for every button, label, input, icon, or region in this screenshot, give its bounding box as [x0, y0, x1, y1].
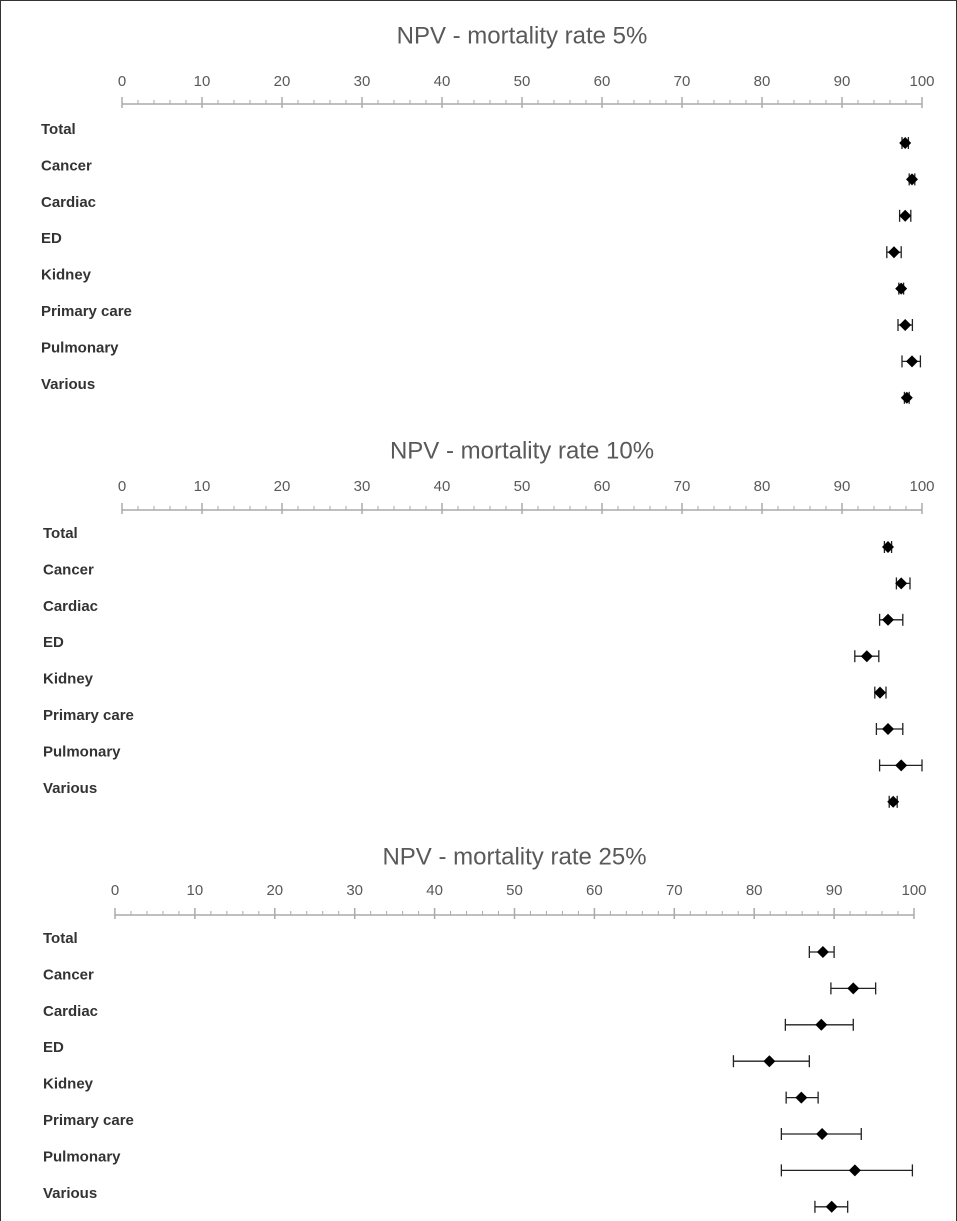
point-marker — [882, 613, 894, 626]
x-tick-label: 80 — [746, 882, 763, 899]
point-marker — [815, 1018, 828, 1031]
category-label: Cardiac — [41, 194, 96, 211]
x-tick-label: 80 — [754, 73, 771, 90]
category-label: Pulmonary — [41, 339, 119, 356]
x-tick-label: 60 — [594, 478, 611, 495]
point-marker — [825, 1200, 838, 1213]
x-tick-label: 0 — [111, 882, 119, 899]
point-marker — [899, 137, 912, 149]
category-label: Primary care — [41, 303, 132, 320]
x-tick-label: 70 — [674, 73, 691, 90]
category-label: Total — [43, 525, 78, 542]
x-tick-label: 90 — [826, 882, 843, 899]
x-tick-label: 20 — [274, 73, 291, 90]
x-tick-label: 100 — [901, 882, 926, 899]
point-marker — [882, 723, 894, 735]
x-tick-label: 30 — [354, 73, 371, 90]
category-label: Cardiac — [43, 598, 98, 615]
point-marker — [895, 577, 908, 590]
x-tick-label: 80 — [754, 478, 771, 495]
category-label: Pulmonary — [43, 743, 121, 760]
category-label: Pulmonary — [43, 1148, 121, 1165]
x-tick-label: 50 — [506, 882, 523, 899]
category-label: Kidney — [43, 671, 94, 688]
category-label: Various — [43, 780, 97, 797]
x-tick-label: 30 — [346, 882, 363, 899]
x-tick-label: 40 — [426, 882, 443, 899]
point-marker — [906, 173, 918, 186]
point-marker — [847, 982, 860, 995]
x-tick-label: 60 — [594, 73, 611, 90]
x-tick-label: 30 — [354, 478, 371, 495]
category-label: Primary care — [43, 1112, 134, 1129]
x-tick-label: 10 — [194, 73, 211, 90]
point-marker — [874, 686, 886, 699]
x-tick-label: 20 — [274, 478, 291, 495]
point-marker — [816, 1128, 829, 1140]
x-tick-label: 40 — [434, 73, 451, 90]
x-tick-label: 90 — [834, 73, 851, 90]
x-tick-label: 0 — [118, 478, 126, 495]
point-marker — [899, 319, 912, 331]
x-tick-label: 40 — [434, 478, 451, 495]
x-tick-label: 50 — [514, 478, 531, 495]
chart-title: NPV - mortality rate 5% — [397, 22, 648, 49]
category-label: Cancer — [43, 561, 94, 578]
category-label: Various — [41, 376, 95, 393]
category-label: Cardiac — [43, 1003, 98, 1020]
category-label: ED — [41, 230, 62, 247]
point-marker — [795, 1091, 808, 1104]
x-tick-label: 10 — [187, 882, 204, 899]
x-tick-label: 100 — [909, 478, 934, 495]
chart-title: NPV - mortality rate 10% — [390, 437, 654, 464]
point-marker — [895, 759, 908, 772]
point-marker — [816, 946, 829, 958]
point-marker — [900, 391, 913, 404]
category-label: Kidney — [41, 267, 92, 284]
point-marker — [895, 282, 908, 295]
point-marker — [763, 1055, 776, 1068]
x-tick-label: 70 — [674, 478, 691, 495]
category-label: Primary care — [43, 707, 134, 724]
point-marker — [899, 209, 912, 222]
chart-title: NPV - mortality rate 25% — [382, 843, 646, 870]
category-label: ED — [43, 634, 64, 651]
x-tick-label: 20 — [266, 882, 283, 899]
x-tick-label: 70 — [666, 882, 683, 899]
point-marker — [887, 795, 900, 808]
point-marker — [906, 355, 918, 368]
category-label: Various — [43, 1185, 97, 1202]
x-tick-label: 90 — [834, 478, 851, 495]
x-tick-label: 0 — [118, 73, 126, 90]
category-label: Total — [43, 930, 78, 947]
point-marker — [882, 541, 894, 553]
category-label: ED — [43, 1039, 64, 1056]
category-label: Total — [41, 121, 76, 138]
x-tick-label: 10 — [194, 478, 211, 495]
point-marker — [848, 1164, 861, 1177]
x-tick-label: 50 — [514, 73, 531, 90]
category-label: Cancer — [41, 157, 92, 174]
point-marker — [860, 650, 873, 663]
x-tick-label: 60 — [586, 882, 603, 899]
category-label: Cancer — [43, 966, 94, 983]
x-tick-label: 100 — [909, 73, 934, 90]
category-label: Kidney — [43, 1076, 94, 1093]
point-marker — [888, 246, 900, 259]
